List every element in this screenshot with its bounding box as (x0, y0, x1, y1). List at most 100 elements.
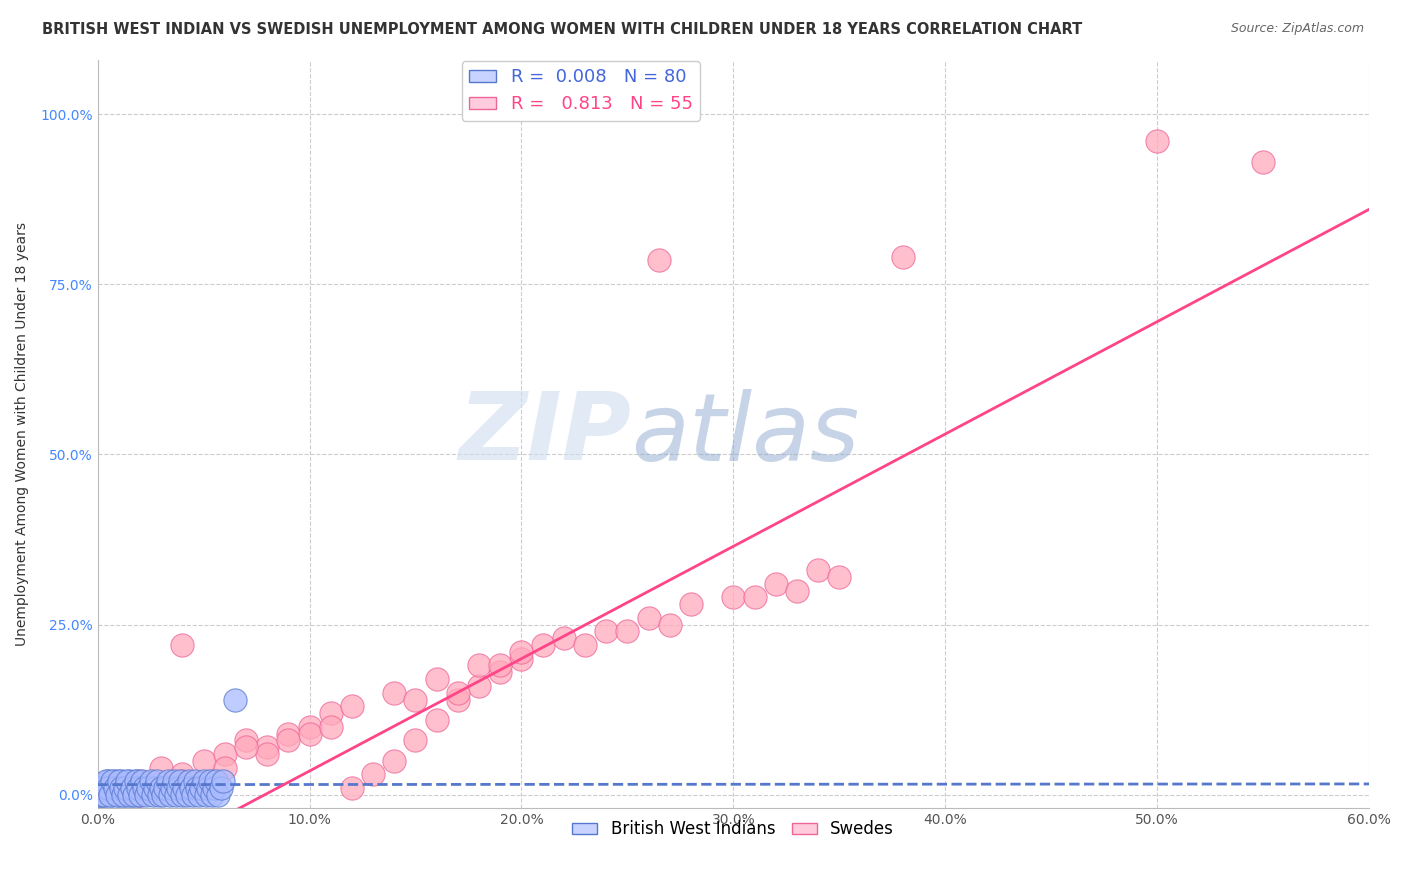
Point (1251, 154, 1274, 169)
Point (298, 720, 321, 734)
Point (97, 780, 120, 795)
Point (146, 774, 169, 789)
Point (177, 774, 200, 789)
Point (744, 591, 766, 605)
Point (553, 632, 575, 646)
Point (211, 774, 233, 789)
Point (176, 788, 198, 802)
Point (765, 576, 787, 591)
Point (139, 774, 162, 789)
Point (114, 788, 136, 802)
Point (172, 638, 194, 652)
Point (129, 788, 152, 802)
Point (89, 788, 111, 802)
Point (167, 780, 190, 795)
Point (148, 788, 170, 802)
Point (159, 788, 181, 802)
Point (103, 780, 125, 795)
Point (616, 624, 638, 639)
Point (118, 774, 141, 789)
Point (786, 583, 808, 598)
Point (127, 780, 149, 795)
Point (110, 774, 132, 789)
Point (112, 788, 135, 802)
Point (531, 638, 554, 652)
Point (510, 645, 533, 659)
Point (125, 774, 148, 789)
Point (173, 780, 195, 795)
Point (658, 617, 681, 632)
Point (169, 774, 191, 789)
Point (172, 767, 194, 781)
Point (155, 780, 177, 795)
Point (129, 774, 152, 789)
Point (125, 774, 148, 789)
Point (648, 253, 671, 268)
Point (181, 788, 204, 802)
Point (152, 788, 174, 802)
Point (121, 780, 143, 795)
Point (127, 788, 149, 802)
Point (197, 780, 219, 795)
Point (184, 774, 207, 789)
Point (118, 788, 141, 802)
Point (156, 774, 179, 789)
Point (188, 788, 211, 802)
Point (103, 774, 125, 789)
Point (143, 780, 166, 795)
Point (382, 754, 405, 768)
Point (382, 686, 405, 700)
Point (98, 788, 121, 802)
Point (131, 774, 153, 789)
Text: BRITISH WEST INDIAN VS SWEDISH UNEMPLOYMENT AMONG WOMEN WITH CHILDREN UNDER 18 Y: BRITISH WEST INDIAN VS SWEDISH UNEMPLOYM… (42, 22, 1083, 37)
Point (186, 780, 208, 795)
Point (207, 788, 229, 802)
Point (202, 780, 225, 795)
Point (172, 774, 194, 789)
Point (194, 788, 217, 802)
Point (277, 733, 299, 747)
Text: ZIP: ZIP (458, 388, 631, 480)
Point (201, 788, 224, 802)
Point (110, 780, 132, 795)
Text: atlas: atlas (631, 389, 860, 480)
Point (214, 747, 236, 761)
Point (94, 774, 117, 789)
Point (129, 788, 152, 802)
Point (165, 788, 187, 802)
Point (468, 658, 491, 673)
Text: Source: ZipAtlas.com: Source: ZipAtlas.com (1230, 22, 1364, 36)
Point (209, 780, 232, 795)
Point (679, 597, 702, 611)
Point (361, 767, 384, 781)
Point (105, 788, 128, 802)
Point (489, 665, 512, 680)
Point (150, 780, 173, 795)
Legend: British West Indians, Swedes: British West Indians, Swedes (565, 814, 901, 845)
Point (298, 726, 321, 740)
Point (90, 780, 112, 795)
Point (256, 747, 278, 761)
Point (101, 788, 124, 802)
Point (807, 563, 830, 577)
Point (180, 780, 202, 795)
Point (93, 780, 115, 795)
Point (190, 780, 212, 795)
Point (112, 780, 135, 795)
Point (107, 774, 129, 789)
Point (122, 788, 145, 802)
Point (447, 692, 470, 706)
Point (828, 570, 851, 584)
Point (121, 788, 143, 802)
Point (93, 788, 115, 802)
Point (98, 780, 121, 795)
Point (447, 686, 470, 700)
Point (256, 740, 278, 755)
Point (235, 733, 257, 747)
Point (224, 692, 246, 706)
Point (134, 780, 156, 795)
Point (101, 774, 124, 789)
Point (891, 250, 914, 264)
Point (150, 780, 173, 795)
Point (138, 780, 160, 795)
